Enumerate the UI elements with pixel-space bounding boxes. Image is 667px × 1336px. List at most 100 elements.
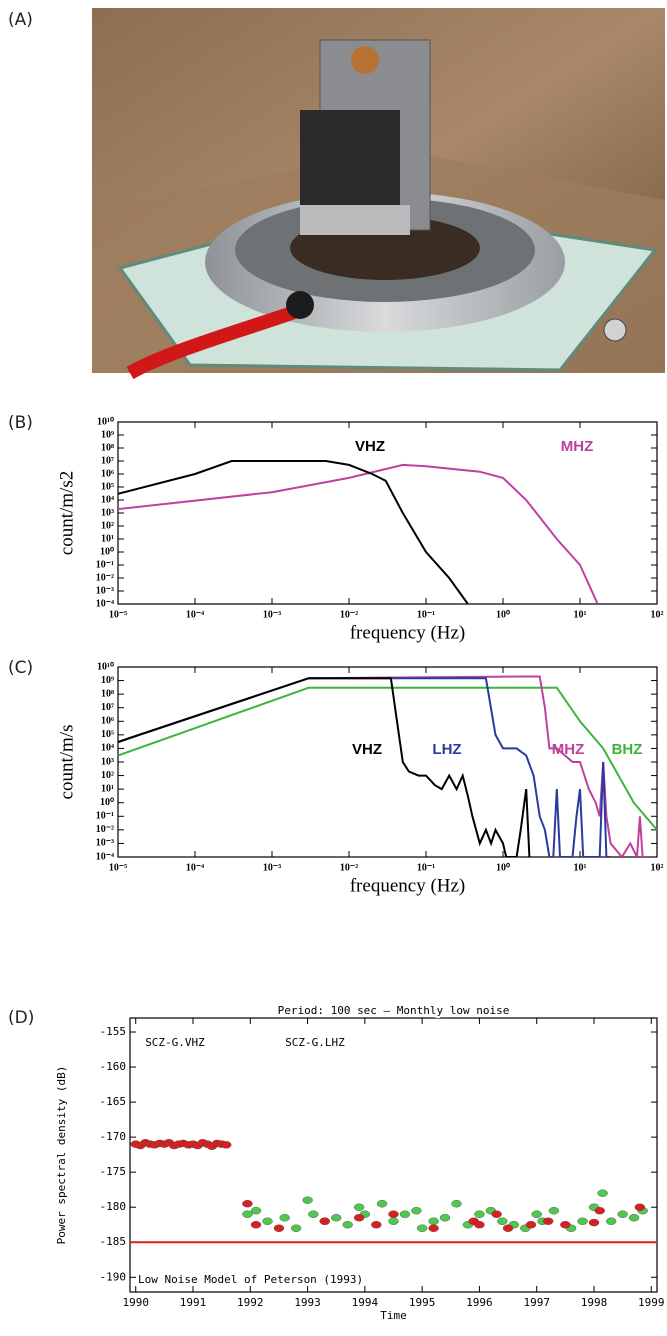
data-point [502,1224,514,1232]
y-tick-label: 10² [101,520,114,531]
x-tick-label: 10⁻¹ [417,862,435,873]
y-tick-label: 10¹⁰ [97,416,114,427]
x-tick-label: 1990 [122,1296,149,1309]
y-tick-label: 10⁵ [101,481,114,492]
series-line [118,675,650,857]
data-point [451,1200,462,1208]
y-tick-label: 10⁻⁴ [96,598,114,609]
y-tick-label: 10⁻³ [96,838,114,849]
data-point [242,1210,253,1218]
y-tick-label: 10⁶ [101,468,114,479]
data-point [262,1217,273,1225]
data-point [605,1217,617,1225]
data-point [371,1221,382,1229]
data-point [242,1200,253,1208]
y-tick-label: 10⁸ [101,688,114,699]
data-point [353,1203,365,1211]
panel-label: (B) [8,413,33,433]
data-point [428,1224,439,1232]
data-point [411,1207,422,1215]
y-tick-label: 10⁰ [100,797,114,808]
x-tick-label: 1996 [466,1296,493,1309]
x-tick-label: 10⁻² [340,862,358,873]
series-name: VHZ [352,741,382,758]
data-point [250,1207,262,1215]
coil [351,46,379,74]
data-point [250,1221,262,1229]
y-tick-label: 10¹⁰ [97,661,114,672]
y-tick-label: 10⁻³ [96,585,114,596]
data-point [308,1210,319,1218]
data-point [634,1203,646,1211]
y-tick-label: 10⁴ [101,743,114,754]
y-tick-label: 10⁹ [101,675,114,686]
data-point [439,1214,451,1222]
legend-label: SCZ-G.LHZ [285,1036,345,1049]
data-point [416,1224,428,1232]
y-tick-label: -170 [100,1130,127,1143]
data-point [594,1207,605,1215]
y-tick-label: 10⁵ [101,729,114,740]
series-name: VHZ [355,438,385,455]
plug [286,291,314,319]
data-point [548,1207,560,1215]
sensor-body [300,110,400,220]
panel-label: (A) [8,10,33,30]
data-point [353,1214,365,1222]
series-line [118,460,469,604]
photo [92,8,665,380]
x-tick-label: 1991 [180,1296,207,1309]
data-point [588,1218,600,1227]
data-point [221,1141,232,1149]
x-tick-label: 1993 [294,1296,321,1309]
x-tick-label: 10⁻³ [263,862,281,873]
x-tick-label: 1998 [581,1296,608,1309]
x-tick-label: 10⁰ [496,862,510,873]
y-tick-label: -185 [100,1235,127,1248]
data-point [560,1221,571,1229]
x-tick-label: 10⁻² [340,609,358,620]
data-point [542,1217,554,1225]
y-tick-label: 10¹ [101,783,114,794]
y-tick-label: 10⁸ [101,442,114,453]
y-tick-label: -165 [100,1095,127,1108]
y-tick-label: -190 [100,1270,127,1283]
series-line [118,677,531,857]
y-tick-label: 10² [101,770,114,781]
y-tick-label: 10³ [101,756,114,767]
series-name: MHZ [561,438,594,455]
data-point [617,1210,628,1218]
red-cable [126,303,303,380]
data-point [525,1221,537,1229]
y-tick-label: -160 [100,1060,127,1073]
data-point [388,1210,399,1218]
x-tick-label: 1995 [409,1296,436,1309]
data-point [597,1189,608,1197]
y-tick-label: 10⁷ [101,455,114,466]
x-tick-label: 10⁻⁵ [109,609,127,620]
x-tick-label: 10⁰ [496,609,510,620]
data-point [273,1224,285,1232]
y-tick-label: 10⁻⁴ [96,851,114,862]
plot-frame [129,1017,658,1293]
y-tick-label: 10⁷ [101,702,114,713]
reference-label: Low Noise Model of Peterson (1993) [138,1273,363,1286]
y-tick-label: 10⁻¹ [96,559,114,570]
y-tick-label: 10⁰ [100,546,114,557]
y-tick-label: 10⁶ [101,716,114,727]
x-axis-label: frequency (Hz) [350,875,466,896]
data-point [376,1200,388,1208]
data-point [628,1214,640,1222]
chart-title: Period: 100 sec — Monthly low noise [278,1004,510,1017]
data-point [531,1210,542,1218]
x-tick-label: 10¹ [574,609,587,620]
y-axis-label: count/m/s2 [56,471,77,555]
y-tick-label: 10³ [101,507,114,518]
series-line [118,686,657,831]
x-tick-label: 10⁻⁵ [109,862,127,873]
y-tick-label: -175 [100,1165,127,1178]
data-point [290,1224,302,1232]
x-tick-label: 1997 [523,1296,550,1309]
y-axis-label: Power spectral density (dB) [55,1066,68,1245]
